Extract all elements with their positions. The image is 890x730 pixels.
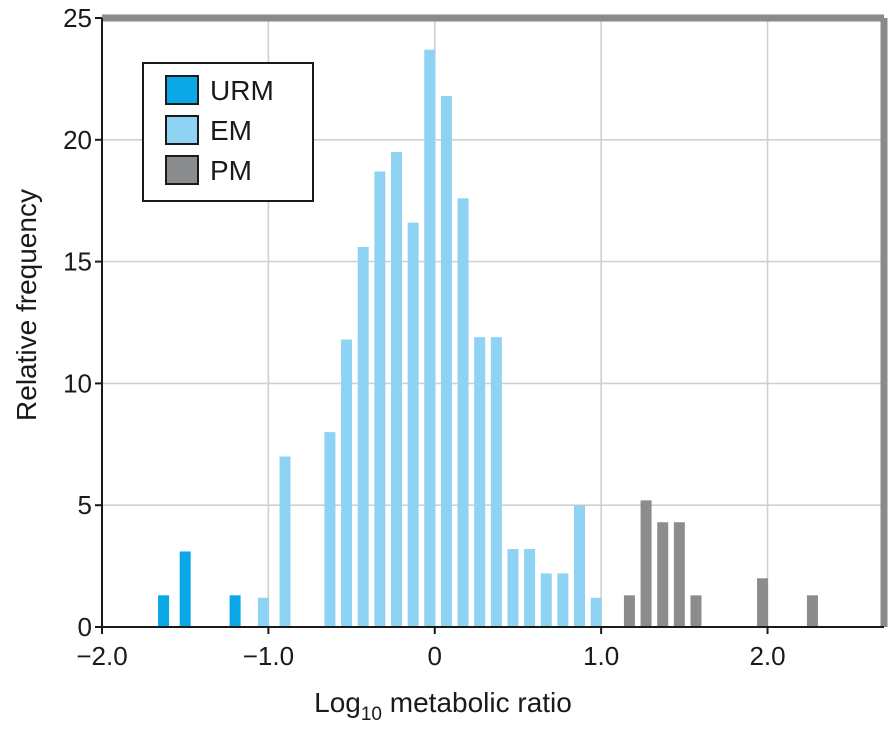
legend-label-urm: URM: [210, 75, 274, 106]
y-tick-label: 15: [63, 247, 92, 277]
legend-swatch-em: [165, 115, 199, 145]
bar-pm: [657, 522, 669, 627]
bars: [158, 49, 818, 628]
bar-em: [279, 456, 291, 627]
legend-label-em: EM: [210, 115, 252, 146]
bar-em: [341, 339, 353, 627]
bar-urm: [158, 595, 170, 627]
x-tick-label: 2.0: [749, 641, 785, 671]
legend-swatch-urm: [165, 75, 199, 105]
bar-em: [357, 246, 369, 627]
x-tick-label: −1.0: [243, 641, 294, 671]
bar-pm: [673, 522, 685, 627]
bar-em: [574, 505, 586, 627]
bar-urm: [229, 595, 241, 627]
bar-em: [490, 337, 502, 627]
y-axis-title: Relative frequency: [11, 189, 42, 421]
x-axis-title-rest: metabolic ratio: [382, 687, 572, 718]
bar-em: [324, 432, 336, 627]
bar-em: [507, 549, 519, 627]
bar-em: [474, 337, 486, 627]
y-tick-label: 10: [63, 368, 92, 398]
x-axis-title: Log10 metabolic ratio: [314, 687, 572, 725]
bar-pm: [690, 595, 702, 627]
x-axis-title-main: Log: [314, 687, 361, 718]
y-tick-label: 5: [78, 490, 92, 520]
x-axis-title-subscript: 10: [361, 704, 382, 725]
legend-swatch-pm: [165, 155, 199, 185]
bar-em: [257, 597, 269, 627]
bar-em: [557, 573, 569, 627]
bar-em: [540, 573, 552, 627]
y-tick-label: 25: [63, 3, 92, 33]
axes: 0 5 10 15 20 25 −2.0 −1.0 0 1.0 2.0: [63, 3, 884, 671]
legend-label-pm: PM: [210, 155, 252, 186]
bar-em: [374, 171, 386, 627]
legend: URM EM PM: [142, 62, 314, 202]
bar-em: [457, 198, 469, 628]
bar-pm: [623, 595, 635, 627]
bar-urm: [179, 551, 191, 627]
bar-pm: [757, 578, 769, 627]
bar-em: [590, 597, 602, 627]
bar-em: [440, 95, 452, 627]
y-tick-label: 0: [78, 612, 92, 642]
bar-em: [524, 549, 536, 627]
bar-pm: [806, 595, 818, 627]
y-tick-label: 20: [63, 125, 92, 155]
bar-em: [407, 222, 419, 627]
bar-em: [424, 49, 436, 628]
plot-frame: [102, 14, 888, 627]
x-tick-label: −2.0: [76, 641, 127, 671]
bar-em: [390, 151, 402, 628]
x-tick-label: 1.0: [583, 641, 619, 671]
bar-pm: [640, 500, 652, 627]
x-tick-label: 0: [428, 641, 442, 671]
